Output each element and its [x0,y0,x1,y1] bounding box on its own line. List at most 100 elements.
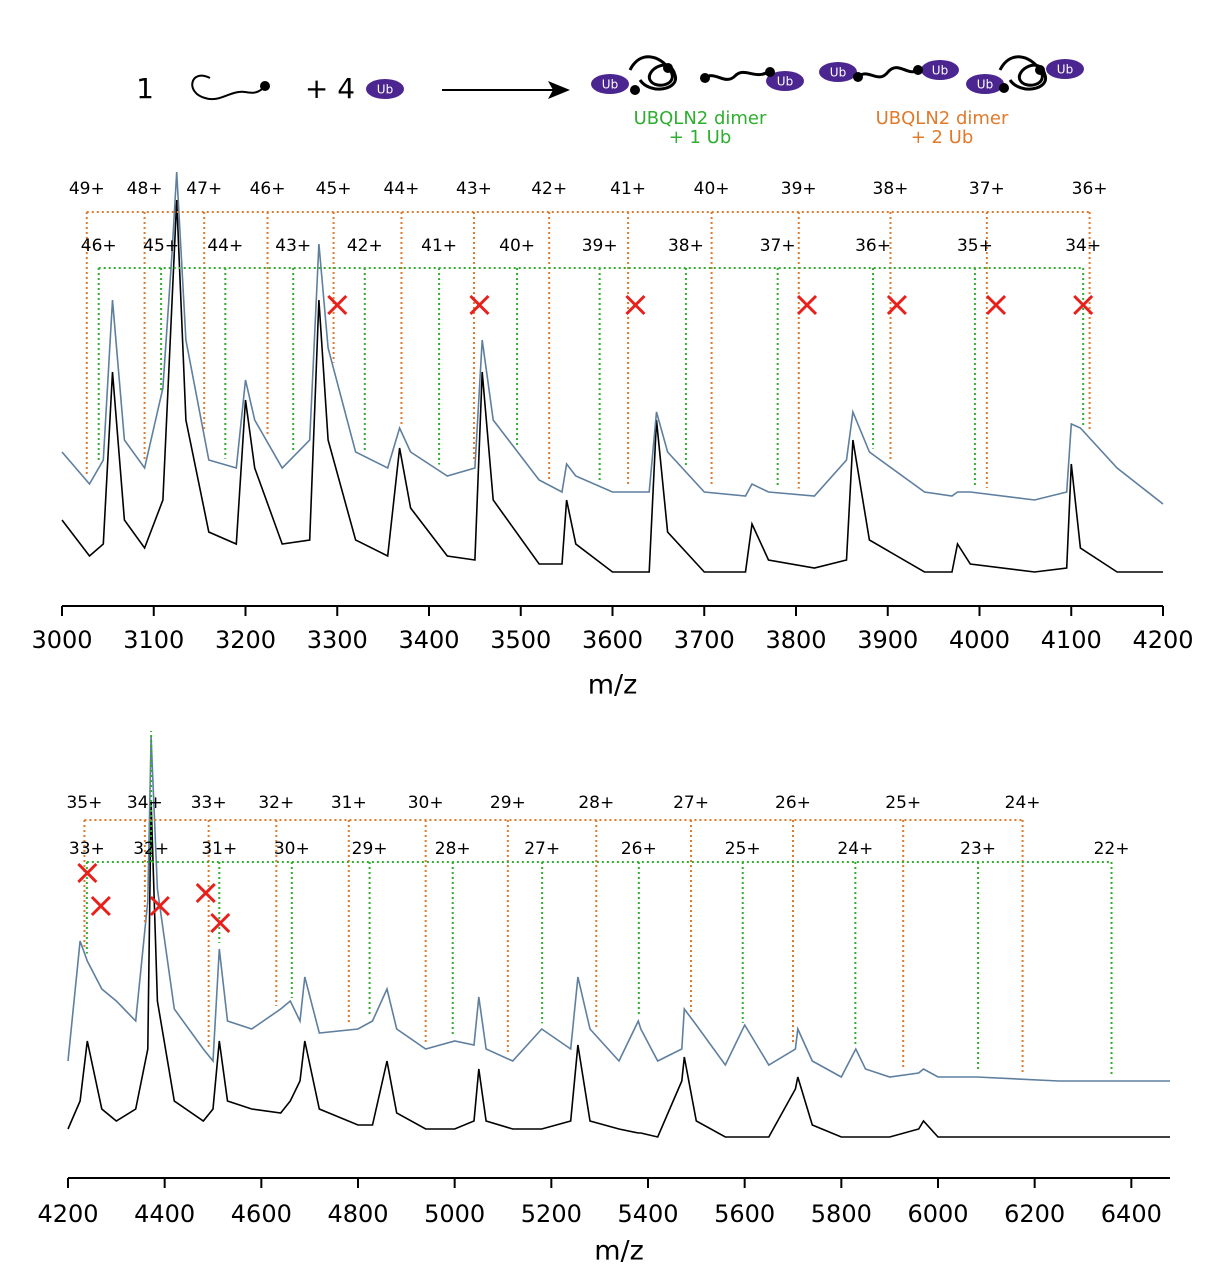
charge-label: 43+ [456,179,492,199]
exclusion-cross [77,862,98,884]
ub-label: Ub [1057,63,1073,77]
charge-label: 37+ [969,179,1005,199]
charge-label: 30+ [274,839,310,859]
x-tick-label: 5000 [424,1200,485,1228]
arrow-head [548,81,570,99]
charge-label: 33+ [69,839,105,859]
ub-bubble [921,60,959,80]
ub-label: Ub [777,75,793,89]
ub-bubble [819,62,857,82]
exclusion-cross [469,294,490,316]
charge-label: 42+ [347,236,383,256]
scheme-plus: + 4 [305,72,355,105]
chain-end [630,85,640,95]
x-tick-label: 3000 [31,626,92,654]
charge-label: 48+ [127,179,163,199]
x-tick-label: 5400 [617,1200,678,1228]
x-tick-label: 3800 [765,626,826,654]
x-axis-label: m/z [588,670,638,701]
charge-label: 37+ [760,236,796,256]
product-label: + 2 Ub [911,127,974,148]
ub-label: Ub [830,66,846,80]
ub-bubble [966,74,1004,94]
x-tick-label: 3500 [490,626,551,654]
chain-end [700,73,710,83]
spectrum [61,171,1164,505]
x-tick-label: 6400 [1101,1200,1162,1228]
x-tick-label: 3600 [582,626,643,654]
charge-label: 30+ [408,793,444,813]
exclusion-cross [1073,294,1094,316]
exclusion-cross [210,912,231,934]
dimer-chain [704,69,771,81]
charge-label: 33+ [191,793,227,813]
dimer-chain [998,55,1047,91]
ub-label: Ub [602,78,618,92]
charge-label: 45+ [143,236,179,256]
charge-label: 27+ [673,793,709,813]
x-tick-label: 3100 [123,626,184,654]
charge-label: 27+ [524,839,560,859]
monomer-chain [191,74,266,101]
charge-label: 49+ [69,179,105,199]
spectrum [67,800,1170,1138]
charge-label: 29+ [352,839,388,859]
charge-label: 31+ [331,793,367,813]
exclusion-cross [327,294,348,316]
charge-label: 43+ [275,236,311,256]
ub-bubble [366,79,404,99]
x-tick-label: 5600 [714,1200,775,1228]
charge-label: 44+ [207,236,243,256]
x-tick-label: 5200 [521,1200,582,1228]
x-tick-label: 4100 [1041,626,1102,654]
ub-bubble [591,74,629,94]
x-tick-label: 3300 [307,626,368,654]
ub-label: Ub [977,78,993,92]
charge-label: 38+ [668,236,704,256]
charge-label: 34+ [1065,236,1101,256]
charge-label: 41+ [421,236,457,256]
x-tick-label: 6200 [1004,1200,1065,1228]
x-tick-label: 5800 [811,1200,872,1228]
ub-label: Ub [932,64,948,78]
x-tick-label: 3900 [857,626,918,654]
charge-label: 23+ [960,839,996,859]
x-tick-label: 3700 [674,626,735,654]
charge-label: 45+ [316,179,352,199]
charge-label: 47+ [186,179,222,199]
charge-label: 44+ [384,179,420,199]
charge-label: 32+ [133,839,169,859]
charge-label: 36+ [855,236,891,256]
chain-end [999,83,1009,93]
charge-label: 24+ [1005,793,1041,813]
charge-label: 42+ [531,179,567,199]
charge-label: 31+ [201,839,237,859]
spectrum [67,736,1170,1082]
exclusion-cross [149,895,170,917]
exclusion-cross [90,895,111,917]
ub-bubble [1046,59,1084,79]
x-tick-label: 4200 [1132,626,1193,654]
charge-label: 29+ [490,793,526,813]
x-tick-label: 6000 [907,1200,968,1228]
charge-label: 28+ [435,839,471,859]
charge-label: 34+ [127,793,163,813]
x-tick-label: 4400 [134,1200,195,1228]
x-tick-label: 3400 [398,626,459,654]
x-tick-label: 4800 [327,1200,388,1228]
charge-label: 25+ [885,793,921,813]
charge-label: 39+ [781,179,817,199]
product-label: UBQLN2 dimer [634,108,767,129]
ub-label: Ub [377,83,393,97]
exclusion-cross [985,294,1007,316]
x-tick-label: 4200 [37,1200,98,1228]
exclusion-cross [625,294,646,316]
exclusion-cross [195,882,216,904]
charge-label: 35+ [957,236,993,256]
charge-label: 35+ [66,793,102,813]
x-axis-label: m/z [594,1236,644,1267]
chain-end [765,67,775,77]
chain-end [1035,65,1045,75]
exclusion-cross [886,294,907,316]
